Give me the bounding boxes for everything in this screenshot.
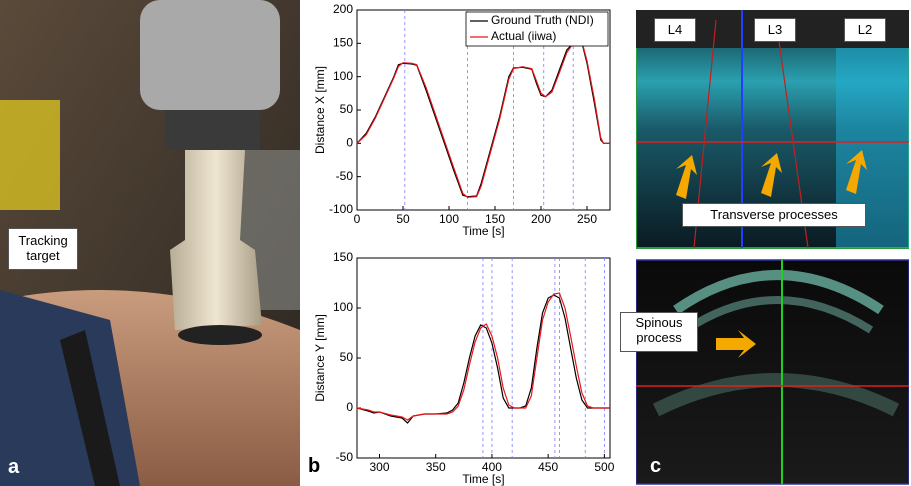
panel-label: c: [650, 455, 662, 477]
x-tick-label: 450: [538, 460, 558, 474]
panel-label: b: [308, 455, 321, 477]
annotation: Tracking target: [8, 228, 78, 270]
x-axis-label: Time [s]: [462, 224, 504, 238]
y-tick-label: -50: [336, 169, 354, 183]
x-tick-label: 350: [426, 460, 446, 474]
y-axis-label: Distance X [mm]: [313, 66, 327, 154]
x-tick-label: 0: [354, 212, 361, 226]
series-line: [356, 292, 610, 421]
annotation: Spinous process: [620, 312, 698, 352]
x-tick-label: 50: [396, 212, 410, 226]
y-tick-label: 50: [340, 350, 354, 364]
x-tick-label: 200: [531, 212, 551, 226]
level-label: L4: [654, 18, 696, 42]
x-tick-label: 150: [485, 212, 505, 226]
series-line: [356, 294, 610, 424]
charts: -100 -50 0 50 100 150 200 0 50 100 150 200 250 Time […: [313, 2, 615, 486]
y-tick-label: 200: [333, 2, 353, 16]
photo: [0, 0, 300, 486]
y-tick-label: 0: [346, 400, 353, 414]
x-tick-label: 400: [482, 460, 502, 474]
ultrasound: [636, 10, 909, 485]
y-tick-label: 50: [340, 102, 354, 116]
x-tick-label: 250: [577, 212, 597, 226]
level-label: L3: [754, 18, 796, 42]
annotation: Transverse processes: [682, 203, 866, 227]
y-tick-label: -50: [336, 450, 354, 464]
plot-area: [356, 257, 611, 459]
y-tick-label: 150: [333, 36, 353, 50]
level-label: L2: [844, 18, 886, 42]
y-axis-label: Distance Y [mm]: [313, 314, 327, 402]
panel-label: a: [8, 456, 20, 478]
level-labels: L4 L3 L2: [636, 18, 909, 44]
y-tick-label: 100: [333, 69, 353, 83]
y-tick-label: -100: [329, 202, 353, 216]
y-tick-label: 150: [333, 250, 353, 264]
x-tick-label: 100: [439, 212, 459, 226]
x-tick-label: 300: [369, 460, 389, 474]
x-tick-label: 500: [594, 460, 614, 474]
y-tick-label: 100: [333, 300, 353, 314]
legend-label: Ground Truth (NDI): [491, 13, 594, 27]
legend: [465, 11, 609, 47]
legend-label: Actual (iiwa): [491, 29, 556, 43]
y-tick-label: 0: [346, 136, 353, 150]
x-axis-label: Time [s]: [462, 472, 504, 486]
